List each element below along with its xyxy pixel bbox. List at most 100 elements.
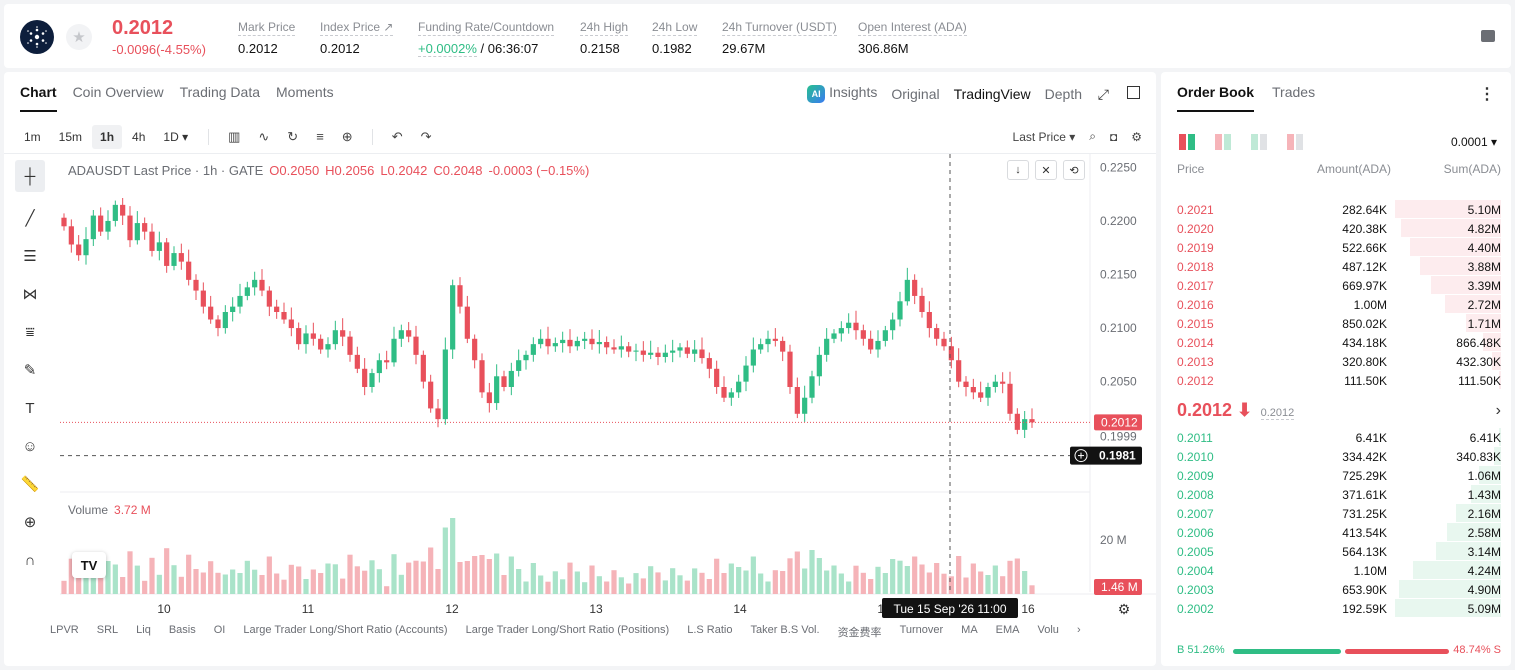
bid-row[interactable]: 0.2010 334.42K 340.83K (1161, 447, 1511, 466)
order-price: 0.2015 (1177, 317, 1214, 331)
redo-icon[interactable]: ↷ (420, 128, 432, 144)
chevron-right-icon[interactable]: › (1076, 624, 1081, 636)
zoom-tool-icon[interactable]: ⊕ (23, 514, 37, 531)
indicator-item[interactable]: 资金费率 (837, 627, 882, 639)
bid-row[interactable]: 0.2003 653.90K 4.90M (1161, 580, 1511, 599)
more-options-icon[interactable]: ⋮ (1479, 86, 1495, 103)
view-asks-only-icon[interactable] (1287, 134, 1303, 150)
indicator-item[interactable]: Large Trader Long/Short Ratio (Positions… (465, 624, 670, 636)
chevron-right-icon[interactable]: › (1495, 402, 1501, 419)
bid-row[interactable]: 0.2002 192.59K 5.09M (1161, 599, 1511, 618)
tab-moments[interactable]: Moments (276, 84, 334, 100)
volume-bar (230, 569, 236, 594)
tab-trading-data[interactable]: Trading Data (179, 84, 261, 100)
indicator-item[interactable]: OI (213, 624, 226, 636)
book-icon[interactable] (1481, 30, 1495, 42)
ask-row[interactable]: 0.2021 282.64K 5.10M (1161, 200, 1511, 219)
view-tab-insights[interactable]: AI Insights (807, 84, 877, 103)
timeframe-4h[interactable]: 4h (132, 129, 146, 144)
volume-bar (178, 576, 184, 594)
view-tab-depth[interactable]: Depth (1045, 86, 1082, 102)
tab-trades[interactable]: Trades (1272, 84, 1316, 100)
brush-tool-icon[interactable]: ✎ (23, 362, 37, 379)
ask-row[interactable]: 0.2020 420.38K 4.82M (1161, 219, 1511, 238)
collapse-icon[interactable]: ✕ (1035, 160, 1057, 180)
volume-bar (450, 518, 456, 594)
timeframe-1D[interactable]: 1D ▾ (163, 129, 189, 144)
pattern-tool-icon[interactable]: ⋈ (22, 286, 38, 303)
indicator-item[interactable]: L.S Ratio (687, 624, 733, 636)
ask-row[interactable]: 0.2014 434.18K 866.48K (1161, 333, 1511, 352)
mid-price: 0.2012 ⬇ (1177, 400, 1253, 420)
ask-row[interactable]: 0.2019 522.66K 4.40M (1161, 238, 1511, 257)
camera-icon[interactable]: ◘ (1109, 129, 1118, 144)
view-both-icon[interactable] (1179, 134, 1195, 150)
tab-chart[interactable]: Chart (20, 84, 57, 112)
bid-row[interactable]: 0.2011 6.41K 6.41K (1161, 428, 1511, 447)
view-tab-tradingview[interactable]: TradingView (954, 86, 1031, 102)
tick-size-select[interactable]: 0.0001 ▾ (1450, 135, 1497, 149)
search-icon[interactable]: ⌕ (1089, 129, 1096, 143)
ask-row[interactable]: 0.2013 320.80K 432.30K (1161, 352, 1511, 371)
ruler-tool-icon[interactable]: 📏 (20, 476, 40, 493)
trendline-tool-icon[interactable]: ╱ (25, 210, 35, 227)
bid-row[interactable]: 0.2004 1.10M 4.24M (1161, 561, 1511, 580)
volume-bar (897, 560, 903, 594)
indicator-item[interactable]: LPVR (50, 624, 79, 636)
price-chart[interactable]: 0.2250 0.2200 0.2150 0.2100 0.2050 0.19990.20… (4, 72, 1156, 666)
bid-row[interactable]: 0.2009 725.29K 1.06M (1161, 466, 1511, 485)
indicator-item[interactable]: Large Trader Long/Short Ratio (Accounts) (243, 624, 448, 636)
indicator-item[interactable]: Taker B.S Vol. (750, 624, 820, 636)
timeframe-1m[interactable]: 1m (24, 129, 41, 144)
scroll-down-icon[interactable]: ↓ (1007, 160, 1029, 180)
view-tab-original[interactable]: Original (891, 86, 939, 102)
templates-icon[interactable]: ≡ (316, 129, 324, 144)
candle-type-icon[interactable]: ▥ (228, 128, 241, 144)
reset-chart-icon[interactable]: ⟲ (1063, 160, 1085, 180)
candle-body (838, 328, 844, 334)
view-asks-icon[interactable] (1215, 134, 1231, 150)
horizontal-lines-tool-icon[interactable]: ☰ (23, 248, 37, 265)
ask-row[interactable]: 0.2018 487.12K 3.88M (1161, 257, 1511, 276)
tab-coin-overview[interactable]: Coin Overview (72, 84, 164, 100)
magnet-tool-icon[interactable]: ∩ (24, 551, 36, 569)
indicator-item[interactable]: Liq (136, 624, 151, 636)
indicators-icon[interactable]: ∿ (258, 128, 270, 144)
fib-tool-icon[interactable]: ⩸ (25, 323, 35, 341)
indicator-item[interactable]: SRL (96, 624, 119, 636)
indicator-item[interactable]: EMA (995, 624, 1020, 636)
view-bids-icon[interactable] (1251, 134, 1267, 150)
undo-icon[interactable]: ↶ (391, 128, 403, 144)
ask-row[interactable]: 0.2015 850.02K 1.71M (1161, 314, 1511, 333)
favorite-star-icon[interactable]: ★ (66, 24, 92, 50)
emoji-tool-icon[interactable]: ☺ (22, 437, 38, 455)
volume-bar (215, 572, 221, 594)
mid-price-row[interactable]: 0.2012 ⬇ 0.2012 › (1177, 400, 1501, 421)
bid-row[interactable]: 0.2007 731.25K 2.16M (1161, 504, 1511, 523)
indicator-item[interactable]: MA (961, 624, 978, 636)
add-alert-icon[interactable]: ⊕ (341, 128, 353, 144)
ask-row[interactable]: 0.2017 669.97K 3.39M (1161, 276, 1511, 295)
volume-bar (523, 581, 529, 594)
tab-order-book[interactable]: Order Book (1177, 84, 1255, 112)
fullscreen-icon[interactable]: ⤢ (1097, 86, 1109, 102)
bid-row[interactable]: 0.2006 413.54K 2.58M (1161, 523, 1511, 542)
bid-row[interactable]: 0.2005 564.13K 3.14M (1161, 542, 1511, 561)
timeframe-1h[interactable]: 1h (92, 124, 123, 149)
indicator-item[interactable]: Turnover (899, 624, 944, 636)
indicator-item[interactable]: Basis (168, 624, 196, 636)
window-icon[interactable] (1127, 86, 1140, 99)
timeframe-15m[interactable]: 15m (58, 129, 83, 144)
candle-body (120, 204, 126, 216)
text-tool-icon[interactable]: T (25, 399, 35, 417)
indicator-item[interactable]: Volu (1037, 624, 1059, 636)
replay-icon[interactable]: ↻ (287, 128, 299, 144)
crosshair-time-label: Tue 15 Sep '26 11:00 (893, 602, 1006, 616)
order-sum: 866.48K (1456, 336, 1501, 350)
settings-gear-icon[interactable]: ⚙ (1131, 129, 1142, 144)
price-type-select[interactable]: Last Price ▾ (1012, 129, 1076, 144)
bid-row[interactable]: 0.2008 371.61K 1.43M (1161, 485, 1511, 504)
ask-row[interactable]: 0.2016 1.00M 2.72M (1161, 295, 1511, 314)
crosshair-tool-icon[interactable]: ┼ (15, 160, 45, 192)
ask-row[interactable]: 0.2012 111.50K 111.50K (1161, 371, 1511, 390)
